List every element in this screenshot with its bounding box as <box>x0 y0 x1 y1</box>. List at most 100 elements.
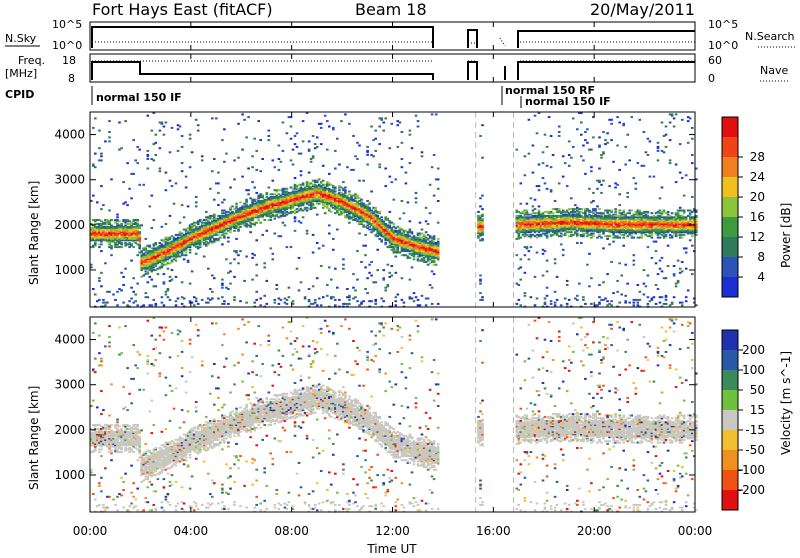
power-cell <box>191 151 194 153</box>
power-cell <box>237 157 240 159</box>
power-cell <box>104 262 107 264</box>
power-cell <box>300 281 303 283</box>
power-cell <box>138 231 141 233</box>
power-cell <box>195 196 198 198</box>
power-cell <box>624 300 627 302</box>
power-cell <box>405 172 408 174</box>
power-cell <box>290 159 293 161</box>
power-cell <box>409 134 412 136</box>
freq-label-1: Freq. <box>18 54 45 67</box>
power-cell <box>374 281 377 283</box>
power-cell <box>336 287 339 289</box>
power-cell <box>598 136 601 138</box>
power-cell <box>524 155 527 157</box>
power-cell <box>140 224 143 226</box>
power-cell <box>278 169 281 171</box>
power-cell <box>389 272 392 274</box>
power-cell <box>102 204 105 206</box>
power-cell <box>659 302 662 304</box>
power-cell <box>401 131 404 133</box>
power-cell <box>181 162 184 164</box>
power-cell <box>479 292 482 294</box>
power-cell <box>272 180 275 182</box>
power-cell <box>669 139 672 141</box>
power-cell <box>286 132 289 134</box>
nsky-tick-bottom: 10^0 <box>52 39 82 52</box>
power-cell <box>147 150 150 152</box>
power-cell <box>225 153 228 155</box>
power-cell <box>278 145 281 147</box>
power-cell <box>542 151 545 153</box>
power-cell <box>566 303 569 305</box>
power-cell <box>98 280 101 282</box>
power-cell <box>247 193 250 195</box>
power-cell <box>312 155 315 157</box>
power-cell <box>294 216 297 218</box>
power-cell <box>618 122 621 124</box>
power-cell <box>328 126 331 128</box>
power-cell <box>588 253 591 255</box>
power-cell <box>306 233 309 235</box>
power-cell <box>362 180 365 182</box>
cpid-segment-1: normal 150 IF <box>96 91 182 104</box>
power-cell <box>600 237 603 239</box>
power-cell <box>159 130 162 132</box>
power-cell <box>649 140 652 142</box>
power-cell <box>596 205 599 207</box>
power-cell <box>612 241 615 243</box>
power-cell <box>100 153 103 155</box>
power-cell <box>181 303 184 305</box>
power-cell <box>205 211 208 213</box>
power-cell <box>600 184 603 186</box>
power-cell <box>665 234 668 236</box>
power-cell <box>649 176 652 178</box>
power-cell <box>130 298 133 300</box>
power-cell <box>338 189 341 191</box>
power-cell <box>255 222 258 224</box>
power-cell <box>255 150 258 152</box>
power-cell <box>300 153 303 155</box>
power-cell <box>344 113 347 115</box>
nsearch-tick-top: 10^5 <box>708 18 738 31</box>
power-cell <box>326 295 329 297</box>
power-cell <box>155 303 158 305</box>
power-cell <box>237 254 240 256</box>
power-cell <box>183 258 186 260</box>
power-cell <box>138 243 141 245</box>
power-cell <box>622 210 625 212</box>
power-cell <box>524 254 527 256</box>
power-cell <box>667 265 670 267</box>
power-cell <box>163 281 166 283</box>
power-cell <box>435 264 438 266</box>
power-cell <box>528 258 531 260</box>
power-cell <box>382 300 385 302</box>
power-cell <box>114 299 117 301</box>
power-cell <box>268 135 271 137</box>
power-cell <box>183 298 186 300</box>
power-cell <box>576 128 579 130</box>
power-cell <box>233 276 236 278</box>
power-cell <box>334 268 337 270</box>
power-cell <box>616 291 619 293</box>
power-cell <box>409 162 412 164</box>
power-cell <box>132 246 135 248</box>
power-cell <box>368 201 371 203</box>
power-cell <box>195 205 198 207</box>
power-cell <box>536 298 539 300</box>
power-cell <box>378 164 381 166</box>
power-cell <box>614 208 617 210</box>
power-cell <box>274 166 277 168</box>
power-cell <box>518 299 521 301</box>
power-cell <box>219 237 222 239</box>
power-cell <box>663 151 666 153</box>
power-cell <box>618 302 621 304</box>
power-cell <box>136 283 139 285</box>
power-cell <box>161 302 164 304</box>
power-cell <box>161 226 164 228</box>
power-cell <box>384 168 387 170</box>
power-cell <box>229 283 232 285</box>
power-cell <box>610 304 613 306</box>
power-cell <box>554 258 557 260</box>
power-cell <box>437 178 440 180</box>
power-cell <box>608 243 611 245</box>
